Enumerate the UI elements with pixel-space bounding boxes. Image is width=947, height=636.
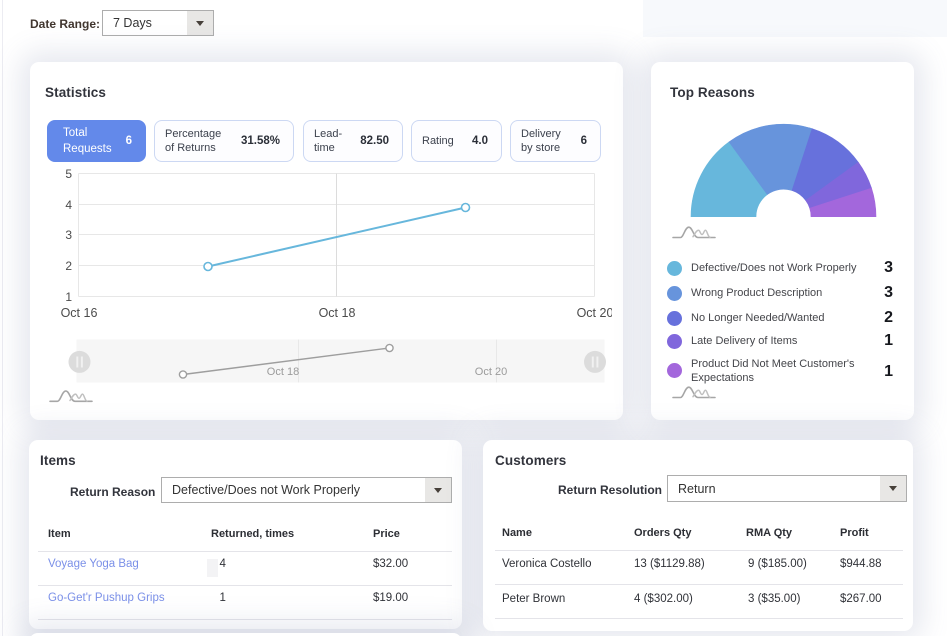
svg-text:Oct 20: Oct 20 <box>475 366 507 378</box>
svg-text:Oct 18: Oct 18 <box>319 306 356 320</box>
svg-text:4: 4 <box>65 198 72 212</box>
svg-text:1: 1 <box>65 290 72 304</box>
svg-text:5: 5 <box>65 167 72 181</box>
svg-text:Oct 20: Oct 20 <box>577 306 612 320</box>
svg-text:Oct 18: Oct 18 <box>267 366 299 378</box>
svg-text:Oct 16: Oct 16 <box>61 306 98 320</box>
svg-text:3: 3 <box>65 228 72 242</box>
svg-text:2: 2 <box>65 259 72 273</box>
